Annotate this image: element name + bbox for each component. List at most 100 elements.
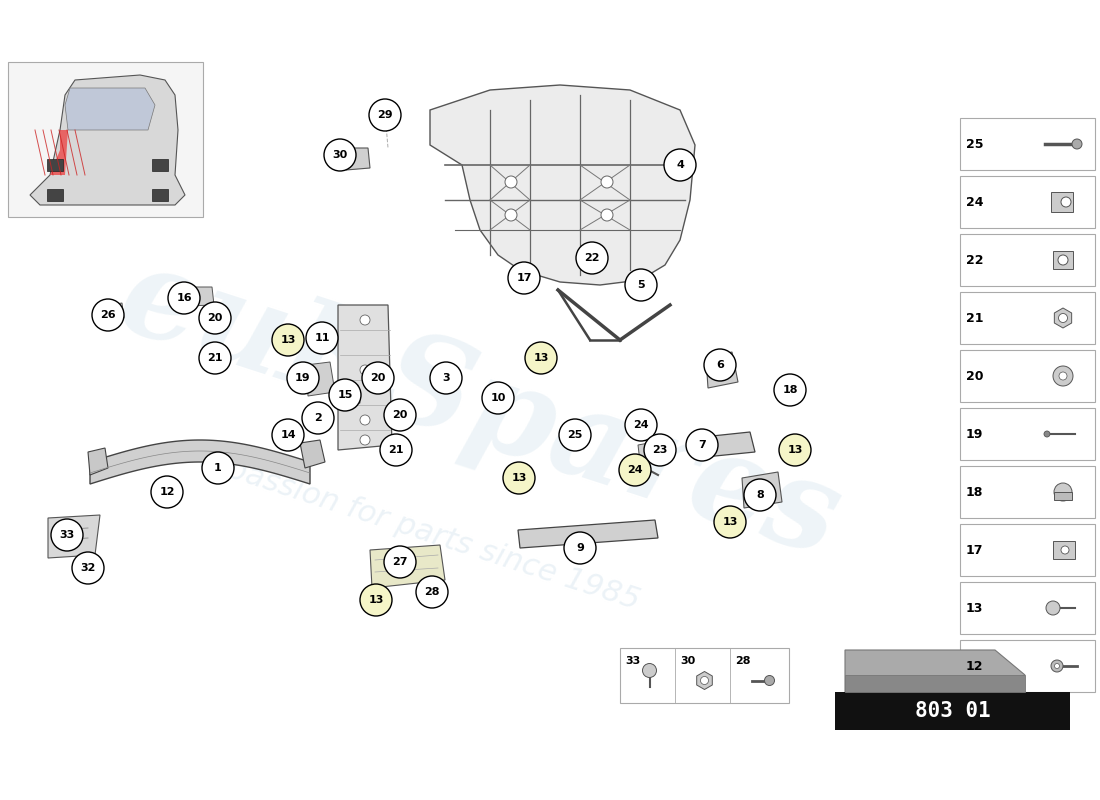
Text: 24: 24 (966, 195, 983, 209)
Circle shape (559, 419, 591, 451)
Circle shape (199, 342, 231, 374)
Text: 13: 13 (534, 353, 549, 363)
Circle shape (779, 434, 811, 466)
Text: 3: 3 (442, 373, 450, 383)
Circle shape (1050, 660, 1063, 672)
Polygon shape (88, 448, 108, 475)
Circle shape (272, 419, 304, 451)
Text: 9: 9 (576, 543, 584, 553)
Circle shape (774, 374, 806, 406)
Polygon shape (50, 130, 68, 175)
Text: 28: 28 (425, 587, 440, 597)
Bar (960, 176, 1094, 228)
Bar (960, 640, 1094, 692)
Text: 2: 2 (315, 413, 322, 423)
Circle shape (1054, 483, 1072, 501)
Text: 5: 5 (637, 280, 645, 290)
Text: a passion for parts since 1985: a passion for parts since 1985 (196, 445, 644, 615)
Polygon shape (696, 671, 713, 690)
Circle shape (287, 362, 319, 394)
Text: euRSpares: euRSpares (106, 237, 855, 583)
Circle shape (92, 299, 124, 331)
Circle shape (360, 315, 370, 325)
Polygon shape (370, 545, 446, 588)
Text: 23: 23 (652, 445, 668, 455)
Text: 30: 30 (332, 150, 348, 160)
Text: 13: 13 (280, 335, 296, 345)
Text: 21: 21 (388, 445, 404, 455)
Circle shape (199, 302, 231, 334)
Polygon shape (185, 287, 214, 306)
Bar (835, 692, 1070, 730)
Circle shape (564, 532, 596, 564)
Bar (845, 675, 1025, 692)
Polygon shape (1054, 308, 1071, 328)
Circle shape (642, 663, 657, 678)
Text: 14: 14 (280, 430, 296, 440)
Circle shape (625, 269, 657, 301)
Text: 12: 12 (966, 659, 983, 673)
Circle shape (151, 476, 183, 508)
Circle shape (505, 209, 517, 221)
Bar (8, 62, 203, 217)
Text: 1: 1 (214, 463, 222, 473)
Polygon shape (300, 440, 324, 468)
Text: 27: 27 (393, 557, 408, 567)
Polygon shape (706, 352, 738, 388)
Circle shape (744, 479, 775, 511)
Polygon shape (742, 472, 782, 508)
Circle shape (416, 576, 448, 608)
Circle shape (714, 506, 746, 538)
Text: 11: 11 (315, 333, 330, 343)
Circle shape (360, 435, 370, 445)
Circle shape (368, 99, 402, 131)
Circle shape (686, 429, 718, 461)
Text: 16: 16 (176, 293, 191, 303)
Circle shape (576, 242, 608, 274)
Text: 21: 21 (966, 311, 983, 325)
Bar (152, 189, 168, 201)
Polygon shape (518, 520, 658, 548)
Bar (47, 159, 63, 171)
Text: 13: 13 (512, 473, 527, 483)
Bar (960, 234, 1094, 286)
Circle shape (503, 462, 535, 494)
Polygon shape (638, 440, 668, 462)
Circle shape (384, 546, 416, 578)
Text: 10: 10 (491, 393, 506, 403)
Text: 13: 13 (966, 602, 983, 614)
Circle shape (764, 675, 774, 686)
Text: 13: 13 (788, 445, 803, 455)
Bar (960, 466, 1094, 518)
Circle shape (360, 415, 370, 425)
Text: 6: 6 (716, 360, 724, 370)
Circle shape (619, 454, 651, 486)
Circle shape (625, 409, 657, 441)
Text: 13: 13 (723, 517, 738, 527)
Polygon shape (48, 515, 100, 558)
Text: 4: 4 (676, 160, 684, 170)
Polygon shape (338, 305, 392, 450)
Text: 8: 8 (756, 490, 763, 500)
Bar (960, 582, 1094, 634)
Circle shape (601, 209, 613, 221)
Text: 19: 19 (966, 427, 983, 441)
Text: 28: 28 (735, 656, 750, 666)
Text: 20: 20 (393, 410, 408, 420)
Circle shape (72, 552, 104, 584)
Bar (152, 159, 168, 171)
Text: 26: 26 (100, 310, 116, 320)
Circle shape (1055, 663, 1059, 669)
Circle shape (704, 349, 736, 381)
Text: 24: 24 (634, 420, 649, 430)
Polygon shape (110, 303, 124, 320)
Circle shape (430, 362, 462, 394)
Bar (620, 648, 789, 703)
Circle shape (306, 322, 338, 354)
Text: 21: 21 (207, 353, 222, 363)
Bar (1054, 492, 1072, 500)
Circle shape (1046, 601, 1060, 615)
Text: 20: 20 (966, 370, 983, 382)
Text: 30: 30 (680, 656, 695, 666)
Circle shape (1062, 197, 1071, 207)
